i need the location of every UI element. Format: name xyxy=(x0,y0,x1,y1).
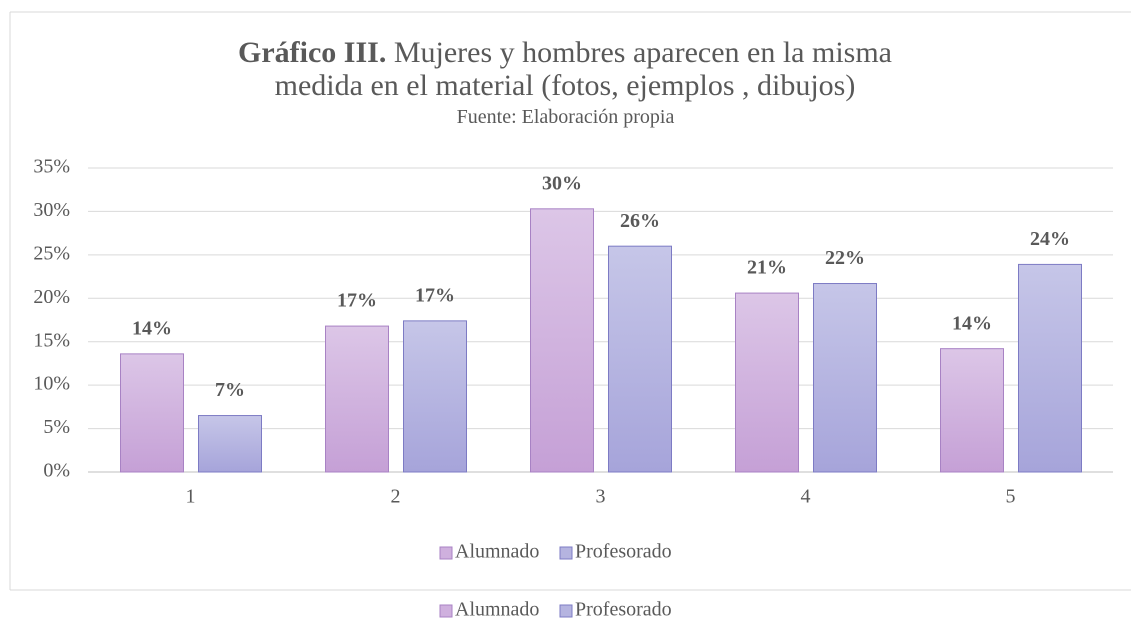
y-tick-label: 5% xyxy=(43,416,70,438)
legend-label: Alumnado xyxy=(455,599,539,621)
y-tick-label: 20% xyxy=(33,286,70,308)
y-tick-label: 15% xyxy=(33,329,70,351)
chart-title: Gráfico III. Mujeres y hombres aparecen … xyxy=(200,36,930,102)
value-label: 26% xyxy=(620,210,660,232)
value-label: 22% xyxy=(825,247,865,269)
bar xyxy=(120,353,184,473)
value-label: 17% xyxy=(337,290,377,312)
bar xyxy=(1018,263,1082,473)
bar xyxy=(198,415,262,473)
legend-swatch xyxy=(439,546,453,560)
y-tick-label: 25% xyxy=(33,242,70,264)
title-prefix: Gráfico III. xyxy=(238,36,387,69)
value-label: 21% xyxy=(747,257,787,279)
legend-label: Profesorado xyxy=(575,541,672,563)
bar xyxy=(403,320,467,473)
legend-label: Profesorado xyxy=(575,599,672,621)
value-label: 7% xyxy=(215,379,245,401)
legend-label: Alumnado xyxy=(455,541,539,563)
bar xyxy=(813,283,877,473)
x-tick-label: 4 xyxy=(801,486,811,508)
bar xyxy=(325,325,389,473)
value-label: 14% xyxy=(132,317,172,339)
value-label: 17% xyxy=(415,284,455,306)
y-tick-label: 35% xyxy=(33,156,70,178)
value-label: 30% xyxy=(542,172,582,194)
bar xyxy=(940,348,1004,473)
x-tick-label: 1 xyxy=(186,486,196,508)
x-tick-label: 5 xyxy=(1006,486,1016,508)
legend-swatch xyxy=(559,546,573,560)
bar xyxy=(608,245,672,473)
value-label: 14% xyxy=(952,312,992,334)
x-tick-label: 3 xyxy=(596,486,606,508)
value-label: 24% xyxy=(1030,228,1070,250)
y-tick-label: 10% xyxy=(33,373,70,395)
bar xyxy=(735,292,799,473)
y-tick-label: 30% xyxy=(33,199,70,221)
legend-swatch xyxy=(559,604,573,618)
y-tick-label: 0% xyxy=(43,460,70,482)
bar xyxy=(530,208,594,473)
x-tick-label: 2 xyxy=(391,486,401,508)
legend-swatch xyxy=(439,604,453,618)
title-text: Mujeres y hombres aparecen en la misma m… xyxy=(274,36,892,102)
chart-subtitle: Fuente: Elaboración propia xyxy=(456,106,675,128)
